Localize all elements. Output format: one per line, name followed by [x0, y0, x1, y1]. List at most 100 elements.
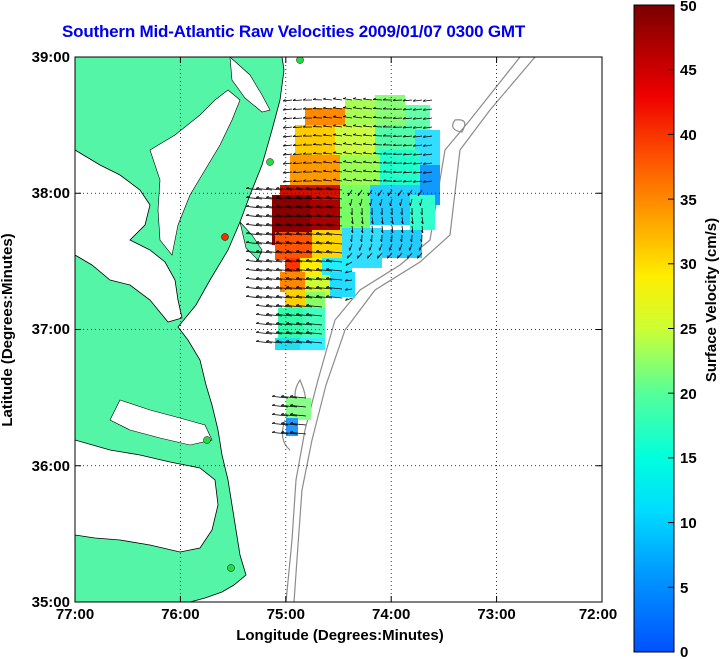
colorbar-tick: 20 [680, 386, 697, 403]
velocity-arrow-head [302, 170, 306, 173]
velocity-arrow-head [280, 412, 284, 415]
velocity-arrow [276, 251, 293, 254]
velocity-arrow-head [420, 230, 424, 234]
velocity-arrow [272, 414, 289, 417]
velocity-arrow-head [315, 240, 319, 243]
velocity-arrow [417, 189, 423, 197]
velocity-arrow-head [350, 212, 353, 216]
velocity-arrow [323, 107, 333, 110]
velocity-arrow [421, 225, 424, 233]
velocity-arrow [357, 252, 363, 259]
velocity-arrow-head [275, 312, 279, 315]
velocity-arrow-head [380, 221, 384, 225]
velocity-arrow-head [295, 294, 299, 297]
velocity-arrow [306, 287, 323, 290]
velocity-arrow-head [315, 195, 319, 198]
velocity-arrow-head [255, 312, 259, 315]
velocity-arrow [326, 251, 343, 254]
velocity-arrow-head [422, 171, 426, 174]
velocity-arrow-head [325, 186, 329, 189]
velocity-arrow [286, 305, 303, 308]
velocity-arrow [413, 171, 423, 174]
velocity-arrow-head [271, 421, 275, 424]
velocity-arrow [423, 180, 433, 183]
colorbar-tick: 25 [680, 321, 697, 338]
velocity-arrow [351, 225, 354, 233]
velocity-arrow [292, 126, 303, 129]
velocity-arrow-head [275, 249, 279, 252]
velocity-arrow [296, 314, 313, 317]
velocity-arrow-head [352, 151, 357, 154]
velocity-arrow-head [282, 107, 286, 111]
y-tick-labels: 39:00 38:00 37:00 36:00 35:00 [32, 49, 70, 611]
velocity-arrow-head [422, 153, 426, 156]
velocity-arrow-head [312, 178, 316, 181]
velocity-arrow-head [412, 153, 416, 156]
velocity-arrow [286, 215, 303, 218]
velocity-arrow [283, 108, 293, 111]
velocity-arrow-head [245, 195, 249, 198]
velocity-arrow [343, 161, 353, 164]
velocity-arrow-head [312, 142, 316, 145]
velocity-arrow [316, 188, 333, 191]
velocity-arrow-head [295, 267, 299, 270]
velocity-arrow-head [397, 255, 399, 259]
velocity-arrow [256, 314, 273, 317]
velocity-arrow-head [360, 212, 363, 216]
velocity-arrow-head [275, 303, 279, 306]
velocity-arrow-head [402, 170, 406, 174]
station-marker [221, 233, 229, 241]
velocity-arrow-head [382, 161, 386, 164]
velocity-arrow-head [255, 213, 259, 216]
velocity-arrow [381, 216, 384, 224]
velocity-arrow-head [342, 124, 347, 127]
velocity-arrow [349, 243, 353, 251]
station-marker [203, 436, 211, 444]
velocity-arrow [333, 116, 343, 119]
velocity-arrow [351, 216, 354, 224]
velocity-arrow-head [362, 133, 366, 136]
velocity-arrow-head [295, 213, 299, 216]
velocity-arrow-head [342, 142, 347, 145]
velocity-arrow [413, 108, 423, 111]
velocity-arrow-head [315, 222, 319, 225]
velocity-arrow-head [305, 231, 309, 234]
velocity-arrow-head [312, 124, 316, 127]
velocity-arrow-head [412, 180, 416, 183]
velocity-arrow-head [255, 285, 259, 288]
velocity-arrow-head [332, 124, 337, 127]
velocity-arrow-head [325, 240, 329, 243]
velocity-arrow-head [315, 249, 319, 252]
velocity-arrow-head [372, 124, 376, 127]
velocity-arrow-head [295, 276, 299, 279]
velocity-arrow-head [422, 180, 426, 183]
velocity-arrow-head [302, 152, 306, 155]
velocity-arrow [353, 134, 363, 137]
velocity-arrow [256, 197, 273, 200]
velocity-arrow [256, 269, 273, 272]
velocity-arrow-head [265, 312, 269, 315]
velocity-arrow-head [325, 285, 329, 288]
velocity-arrow [283, 99, 293, 102]
velocity-arrow-head [417, 255, 419, 259]
velocity-arrow-head [315, 213, 319, 216]
velocity-arrow-head [369, 202, 371, 206]
velocity-arrow [345, 297, 353, 301]
velocity-arrow [256, 242, 273, 245]
velocity-arrow [410, 198, 413, 206]
velocity-arrow-head [292, 98, 296, 101]
velocity-arrow [306, 332, 323, 335]
velocity-arrow-head [342, 160, 347, 163]
velocity-arrow-head [315, 204, 319, 207]
velocity-arrow [276, 341, 293, 344]
velocity-arrow [296, 278, 313, 281]
velocity-arrow-head [255, 231, 259, 234]
velocity-arrow [306, 278, 323, 281]
velocity-arrow-head [280, 403, 284, 406]
velocity-arrow-head [285, 267, 289, 270]
velocity-arrow-head [392, 98, 396, 101]
velocity-arrow-head [332, 160, 337, 163]
velocity-arrow [256, 305, 273, 308]
velocity-arrow [316, 278, 333, 281]
velocity-arrow-head [245, 213, 249, 216]
